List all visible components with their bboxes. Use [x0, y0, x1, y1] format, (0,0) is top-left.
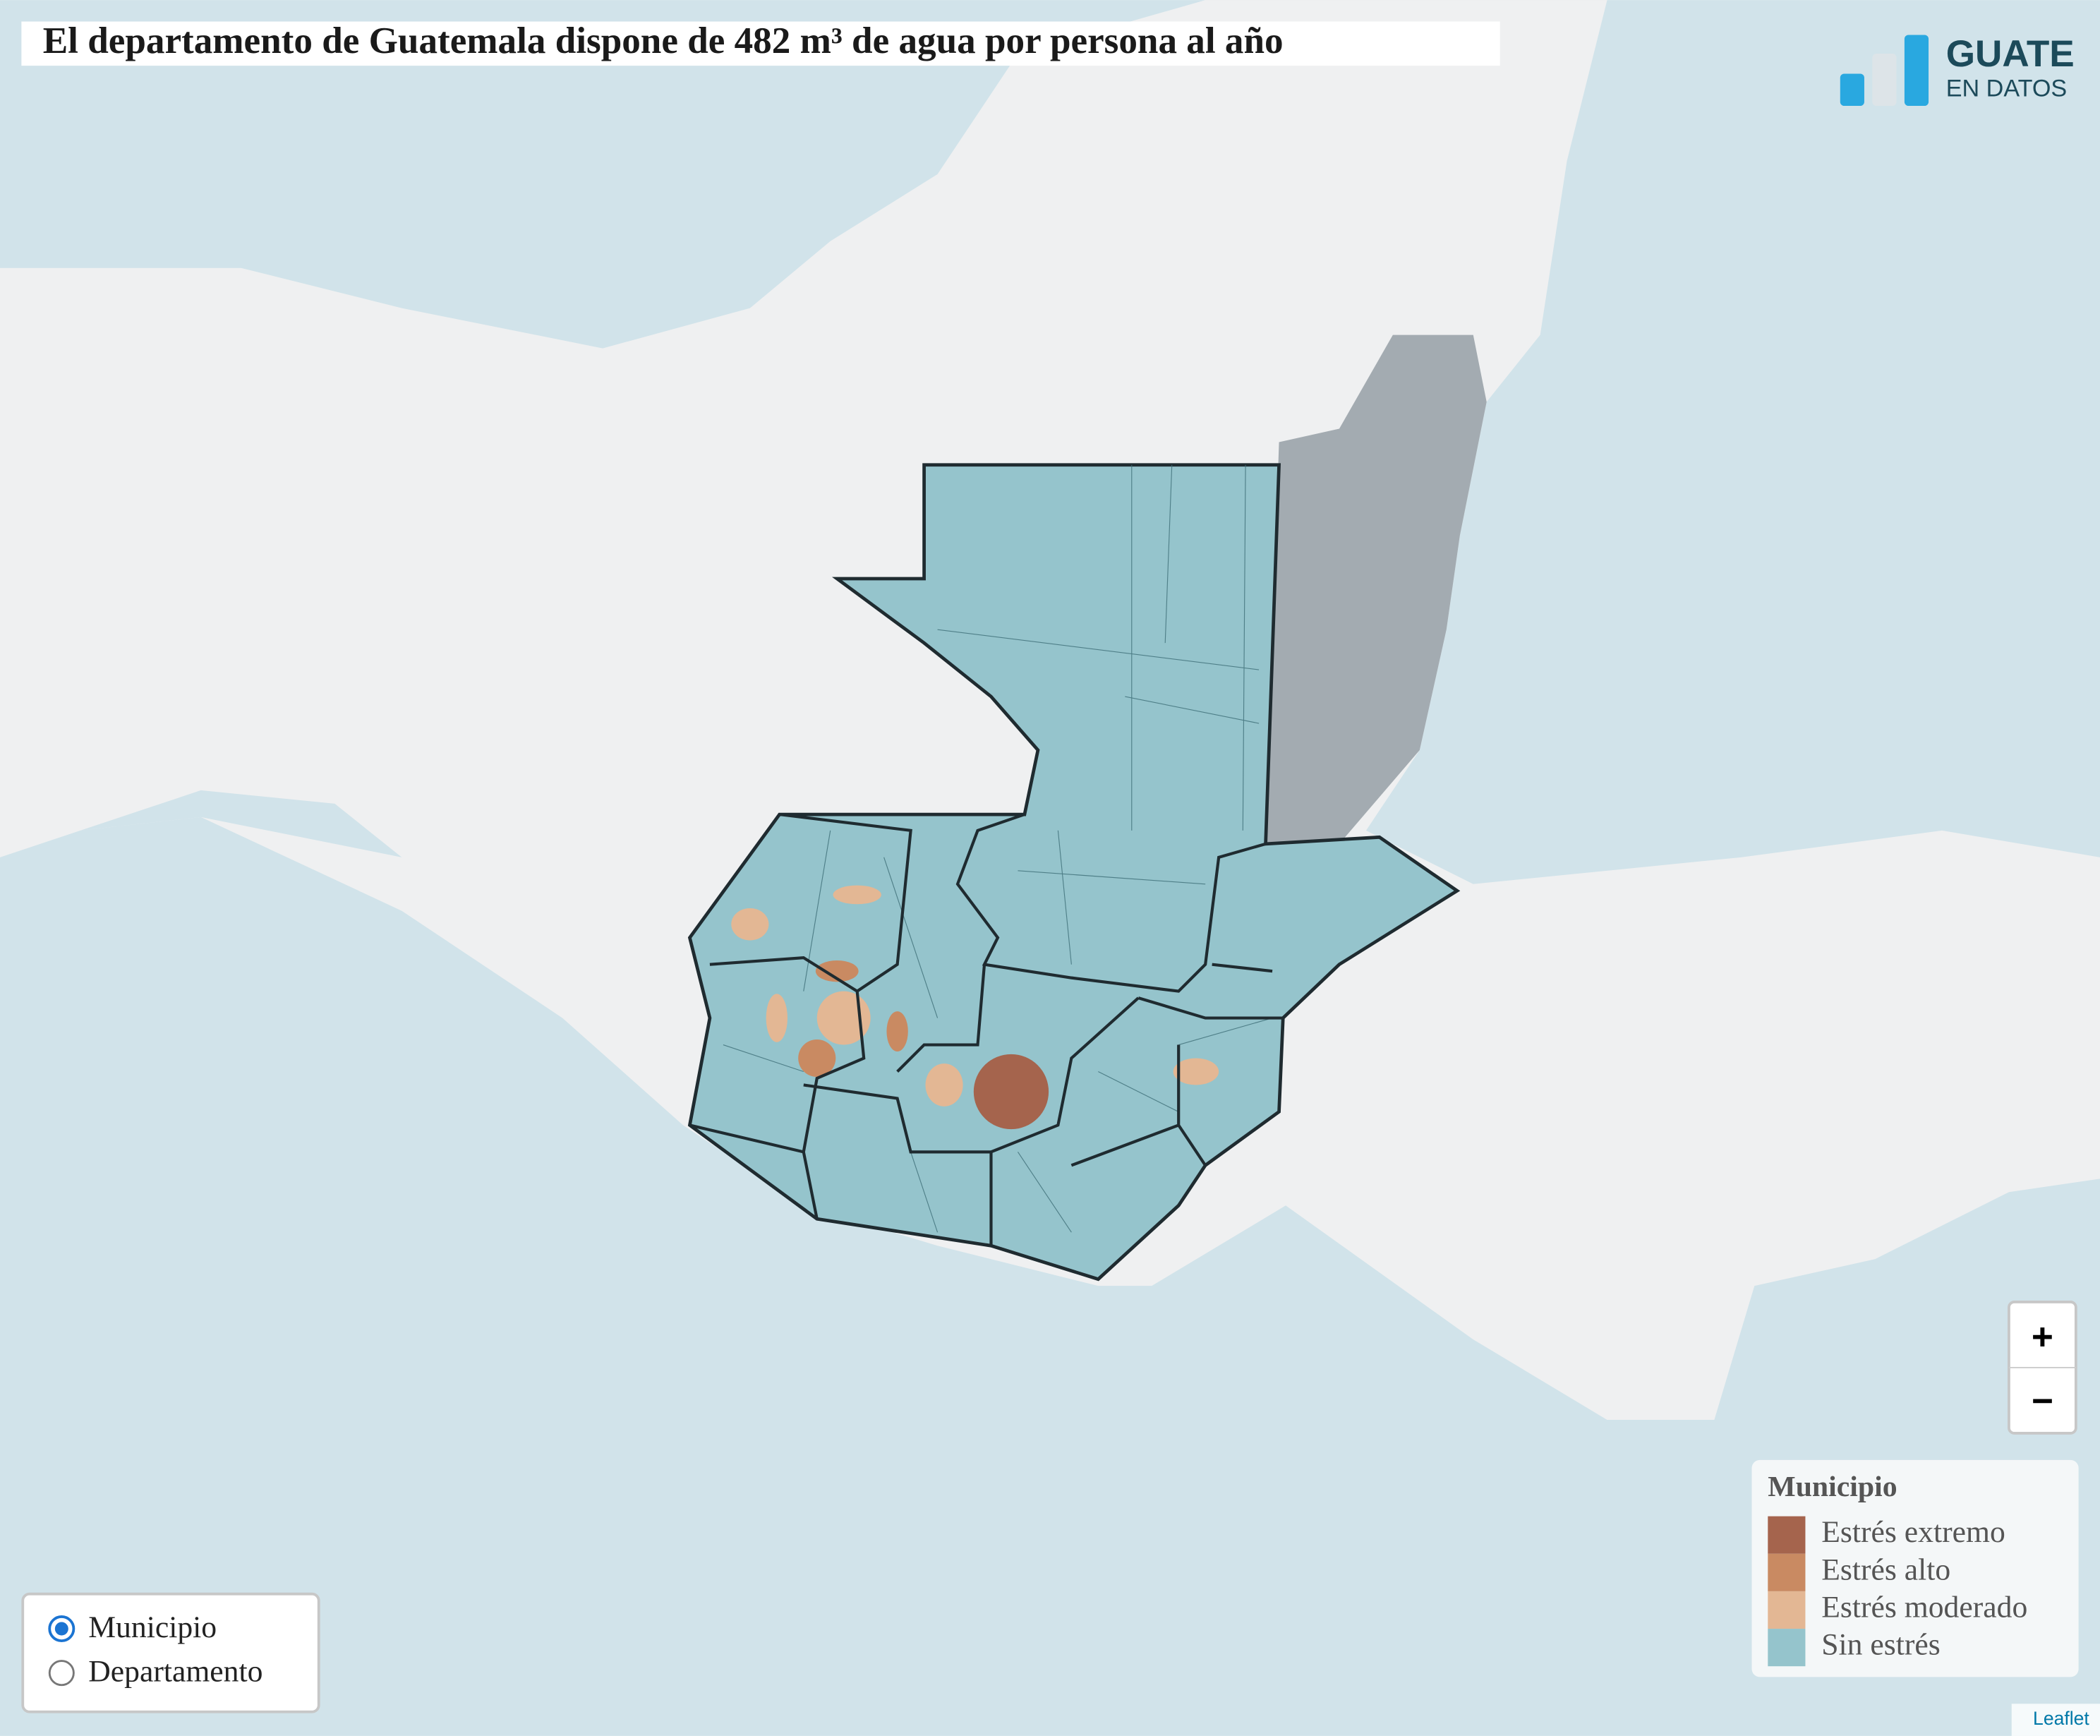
area-moderate [731, 908, 769, 941]
area-moderate [766, 994, 788, 1042]
legend-swatch [1768, 1629, 1806, 1667]
legend-label: Sin estrés [1821, 1628, 1940, 1662]
layer-option[interactable]: Municipio [88, 1610, 217, 1644]
legend-label: Estrés moderado [1821, 1590, 2027, 1624]
legend-title: Municipio [1768, 1471, 1897, 1503]
attribution[interactable]: Leaflet [2033, 1708, 2089, 1729]
logo-bar [1872, 54, 1897, 107]
department-lines [689, 813, 1284, 1246]
area-high [886, 1011, 908, 1052]
logo-bar [1904, 35, 1929, 107]
legend-swatch [1768, 1516, 1806, 1554]
radio[interactable] [48, 1660, 75, 1687]
zoom-in[interactable]: + [2032, 1316, 2053, 1358]
belize [1265, 334, 1487, 844]
title-bg [21, 21, 1500, 66]
legend-swatch [1768, 1591, 1806, 1629]
zoom-out[interactable]: − [2032, 1380, 2053, 1422]
layer-control: Municipio Departamento [21, 1592, 320, 1713]
guatemala [687, 463, 1461, 1282]
municipality-lines [723, 464, 1273, 1233]
area-high [815, 960, 859, 982]
area-extreme [973, 1054, 1049, 1130]
title: El departamento de Guatemala dispone de … [43, 20, 1284, 61]
legend-label: Estrés extremo [1821, 1515, 2005, 1549]
legend-box [1751, 1459, 2079, 1677]
zoom-control: + − [2008, 1301, 2077, 1435]
radio-dot [54, 1622, 68, 1636]
logo-text: GUATE [1946, 33, 2075, 75]
legend: Municipio Estrés extremo Estrés alto Est… [1751, 1459, 2079, 1677]
layer-option[interactable]: Departamento [88, 1655, 262, 1689]
layer-box [21, 1592, 320, 1713]
logo-text: EN DATOS [1946, 75, 2067, 102]
sea-inlet [80, 790, 402, 857]
legend-label: Estrés alto [1821, 1553, 1950, 1586]
area-moderate [1173, 1058, 1219, 1085]
attribution-bg [2011, 1704, 2100, 1736]
logo: GUATE EN DATOS [1840, 33, 2075, 107]
area-moderate [925, 1063, 963, 1107]
area-moderate [833, 885, 881, 905]
legend-swatch [1768, 1553, 1806, 1591]
area-high [798, 1039, 836, 1078]
logo-bar [1840, 73, 1864, 107]
